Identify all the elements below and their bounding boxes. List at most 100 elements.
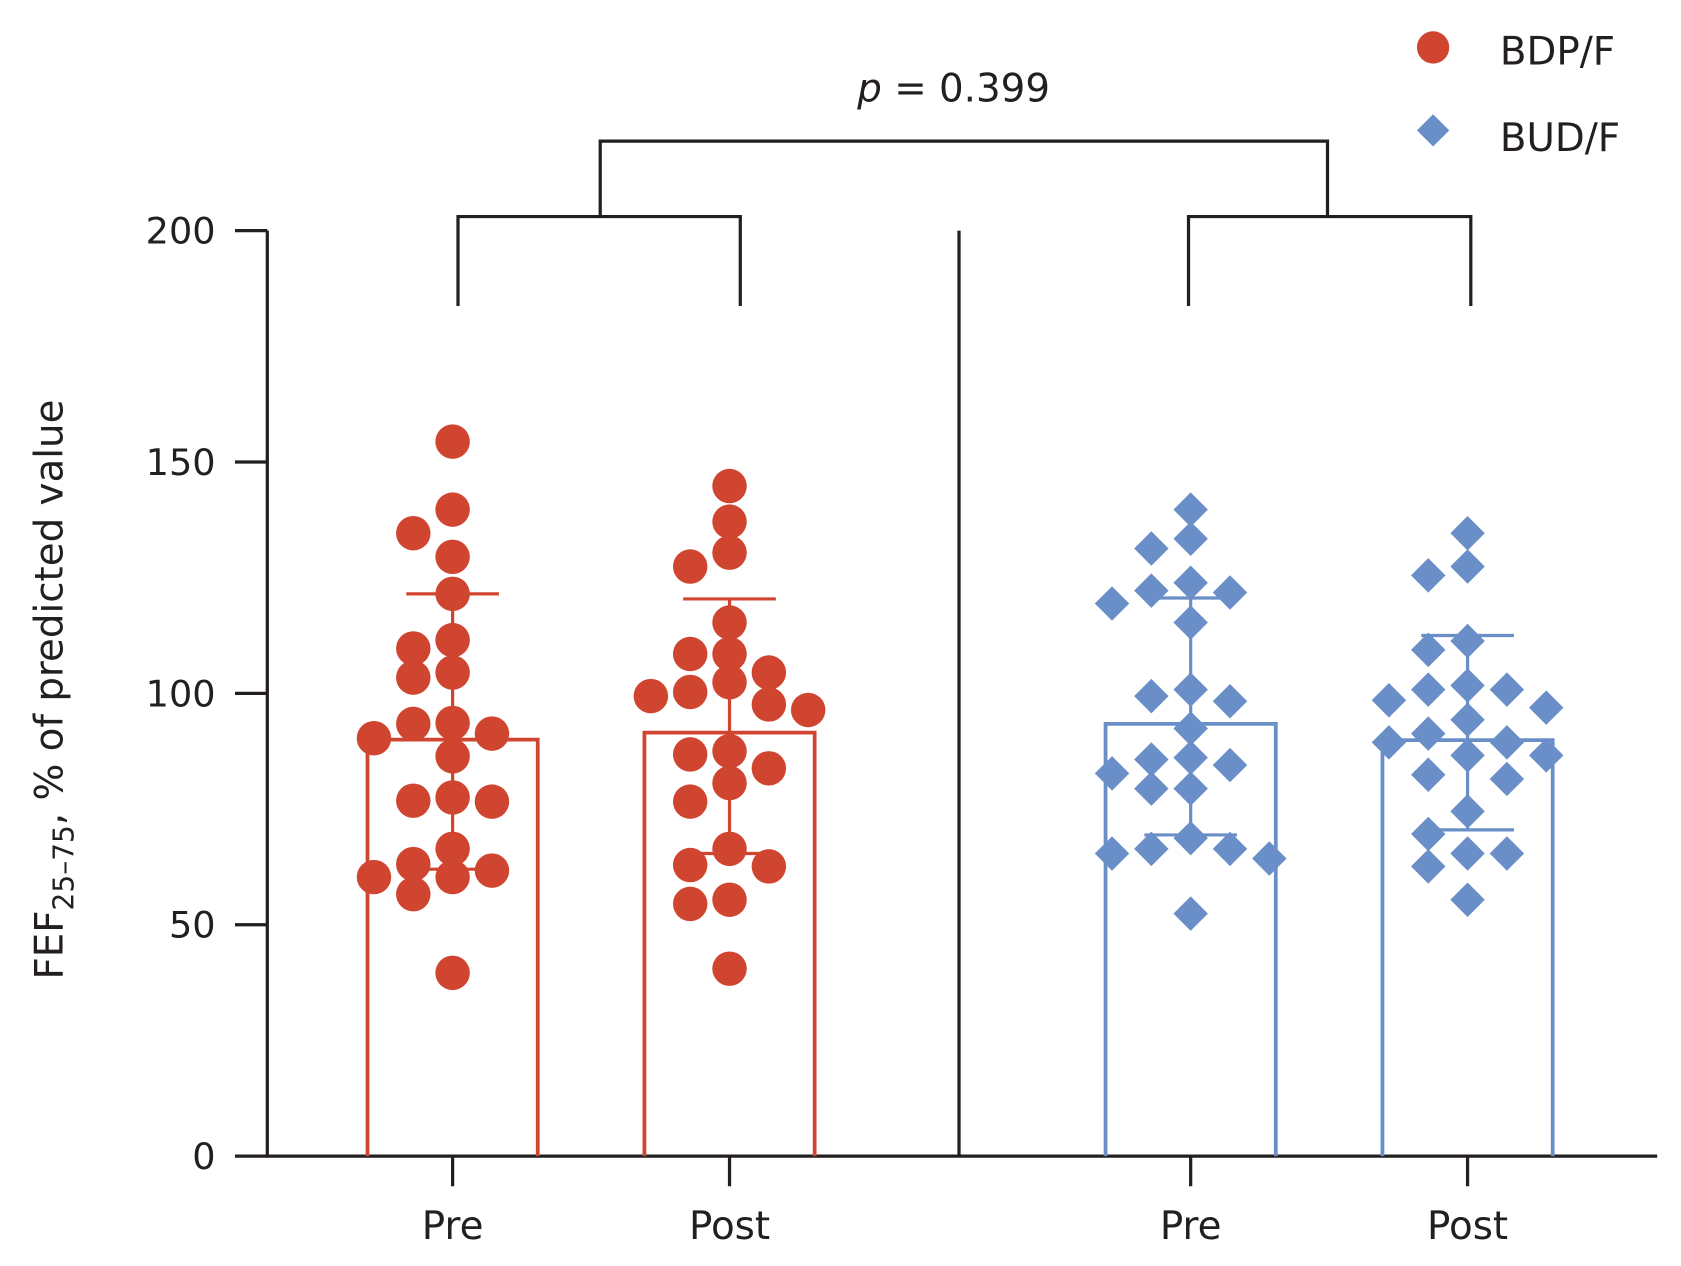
data-point xyxy=(396,660,431,695)
data-point xyxy=(1450,702,1485,737)
p-value-annotation: p = 0.399 xyxy=(856,66,1050,111)
data-point xyxy=(1212,683,1248,719)
data-point xyxy=(1134,742,1169,777)
data-point xyxy=(1134,678,1169,714)
data-point xyxy=(672,674,708,710)
data-point xyxy=(1411,632,1446,668)
data-point xyxy=(1173,521,1208,557)
data-point xyxy=(633,678,669,714)
data-point xyxy=(712,831,747,867)
data-point xyxy=(435,655,470,690)
data-point xyxy=(435,622,470,658)
data-point xyxy=(751,751,787,786)
data-point xyxy=(435,859,470,895)
data-point xyxy=(1411,757,1446,793)
data-point xyxy=(712,605,747,640)
data-point xyxy=(435,539,470,575)
data-point xyxy=(1134,771,1169,806)
data-point xyxy=(396,783,431,818)
data-point xyxy=(672,784,708,819)
data-point xyxy=(712,636,747,672)
data-point xyxy=(672,549,708,584)
data-point xyxy=(1450,836,1485,871)
data-point xyxy=(1411,849,1446,884)
data-point xyxy=(712,765,747,801)
bracket-bud xyxy=(1186,214,1473,306)
data-point xyxy=(435,424,470,459)
svg-text:FEF25–75, % of predicted value: FEF25–75, % of predicted value xyxy=(28,400,81,980)
data-point xyxy=(1212,575,1248,610)
data-point xyxy=(435,705,470,741)
data-point xyxy=(1489,672,1525,707)
data-point xyxy=(1371,683,1407,718)
data-point xyxy=(1450,515,1485,551)
y-axis-label: FEF25–75, % of predicted value xyxy=(28,400,81,980)
y-tick-label: 200 xyxy=(146,210,216,253)
data-point xyxy=(1489,725,1525,760)
data-point xyxy=(435,780,470,815)
data-point xyxy=(435,492,470,527)
data-point xyxy=(790,692,826,728)
data-point xyxy=(712,733,747,769)
data-point xyxy=(435,831,470,867)
axes: 0 50 100 150 200 Pre Post Pre Post xyxy=(146,210,1658,1249)
axis-lines xyxy=(265,230,1658,1158)
x-tick-label: Pre xyxy=(1160,1204,1222,1249)
data-point xyxy=(396,631,431,666)
x-tick-label: Post xyxy=(1427,1204,1508,1249)
x-tick-label: Post xyxy=(689,1204,770,1249)
data-point xyxy=(435,955,470,991)
data-point xyxy=(1411,672,1446,707)
data-point xyxy=(1173,820,1208,856)
data-point xyxy=(1134,831,1169,867)
data-point xyxy=(1528,738,1564,773)
data-point xyxy=(1173,771,1208,806)
y-tick-label: 150 xyxy=(146,441,216,484)
data-point xyxy=(1450,623,1485,659)
data-point xyxy=(712,535,747,570)
x-tick-label: Pre xyxy=(422,1204,484,1249)
data-point xyxy=(1450,668,1485,703)
y-axis-label-main: FEF xyxy=(28,910,73,979)
data-point xyxy=(1528,690,1564,725)
p-value: = 0.399 xyxy=(894,66,1050,111)
data-point xyxy=(712,882,747,917)
data-point xyxy=(1094,756,1130,791)
y-tick-label: 0 xyxy=(192,1135,215,1178)
data-point xyxy=(396,876,431,912)
data-point xyxy=(1252,841,1287,876)
y-axis-label-rest: , % of predicted value xyxy=(28,400,73,826)
data-point xyxy=(474,853,510,888)
legend-marker-bdp xyxy=(1416,31,1450,64)
legend-label-bdp: BDP/F xyxy=(1500,30,1615,75)
data-point xyxy=(1371,725,1407,760)
bracket-between-groups xyxy=(598,139,1330,217)
data-point xyxy=(1173,672,1208,707)
data-point xyxy=(751,655,787,690)
data-point xyxy=(1489,761,1525,797)
data-point xyxy=(1450,549,1485,584)
data-point xyxy=(396,846,431,882)
data-point xyxy=(1450,738,1485,773)
data-point xyxy=(1094,586,1130,621)
y-axis-label-subscript: 25–75 xyxy=(47,825,80,910)
bracket-bdp xyxy=(456,214,742,306)
y-tick-label: 50 xyxy=(169,904,216,947)
data-point xyxy=(672,636,708,672)
data-point xyxy=(751,687,787,722)
data-point xyxy=(712,468,747,504)
data-point xyxy=(1173,740,1208,775)
y-tick-label: 100 xyxy=(146,672,216,715)
data-point xyxy=(1450,882,1485,917)
data-point xyxy=(712,951,747,986)
data-point xyxy=(474,784,510,819)
data-point xyxy=(1212,747,1248,783)
data-point xyxy=(435,739,470,774)
data-point xyxy=(751,849,787,884)
data-point xyxy=(356,720,392,756)
data-point xyxy=(1212,831,1248,867)
data-point xyxy=(1411,716,1446,751)
data-point xyxy=(712,664,747,700)
data-point xyxy=(1094,836,1130,871)
